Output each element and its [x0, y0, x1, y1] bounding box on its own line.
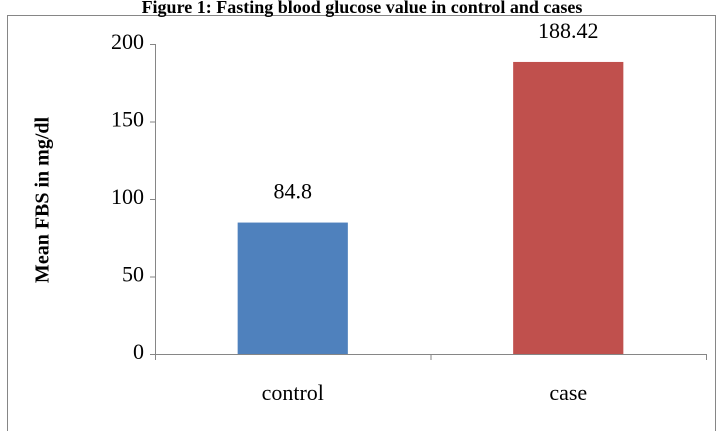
y-tick-label: 150 — [111, 107, 144, 132]
y-tick-label: 50 — [122, 262, 144, 287]
y-tick-label: 100 — [111, 184, 144, 209]
x-tick-label: control — [262, 380, 324, 405]
bar — [513, 61, 624, 354]
y-tick-label: 200 — [111, 29, 144, 54]
chart-border — [7, 15, 716, 431]
bar — [237, 222, 348, 354]
data-label: 84.8 — [274, 179, 313, 204]
x-tick-label: case — [549, 380, 587, 405]
y-axis-label: Mean FBS in mg/dl — [32, 116, 54, 283]
chart-title: Figure 1: Fasting blood glucose value in… — [142, 0, 583, 17]
y-tick-label: 0 — [133, 339, 144, 364]
data-label: 188.42 — [538, 18, 599, 43]
